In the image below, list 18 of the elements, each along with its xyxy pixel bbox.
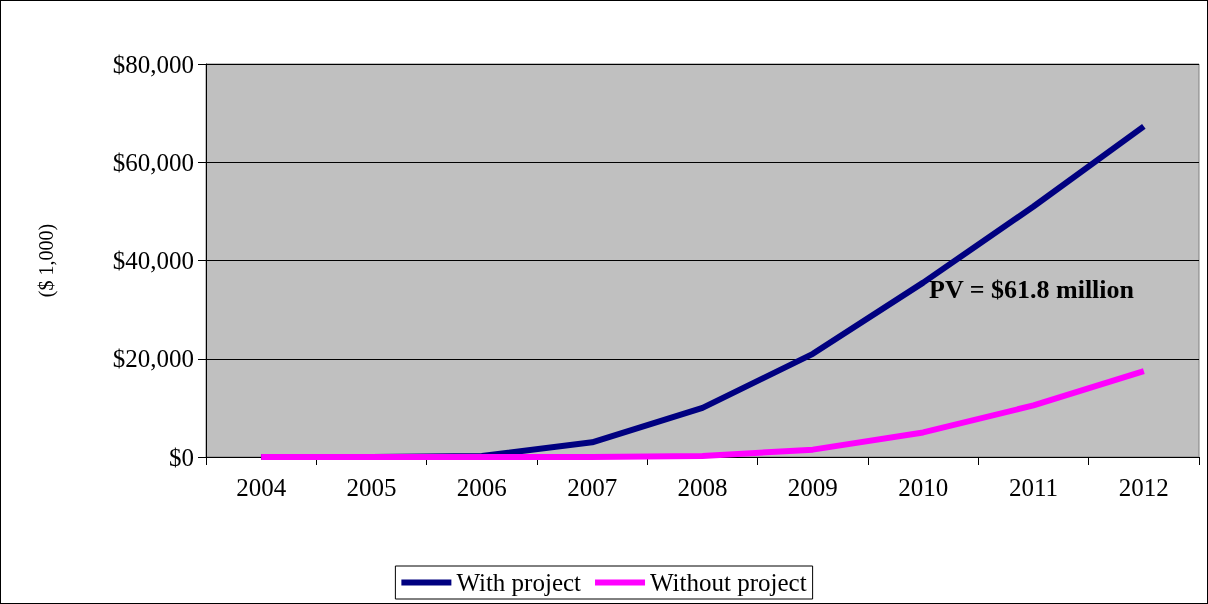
x-tick-label: 2006 [456, 474, 507, 501]
y-tick-label: $0 [169, 443, 194, 471]
x-tick-label: 2012 [1118, 474, 1169, 501]
x-tick-label: 2009 [787, 474, 838, 501]
y-tick-label: $80,000 [112, 50, 194, 78]
x-tick-label: 2005 [346, 474, 397, 501]
x-tick-label: 2004 [236, 474, 287, 501]
legend-label: With project [456, 569, 582, 596]
annotation: PV = $61.8 million [929, 274, 1135, 304]
x-tick-label: 2011 [1008, 474, 1059, 501]
y-axis-title: ($ 1,000) [35, 223, 58, 298]
x-tick-label: 2008 [677, 474, 728, 501]
x-tick-label: 2007 [567, 474, 618, 501]
y-tick-label: $60,000 [112, 148, 194, 176]
y-tick-label: $20,000 [112, 345, 194, 373]
x-tick-label: 2010 [898, 474, 949, 501]
y-tick-label: $40,000 [112, 247, 194, 274]
legend-label: Without project [650, 569, 807, 596]
